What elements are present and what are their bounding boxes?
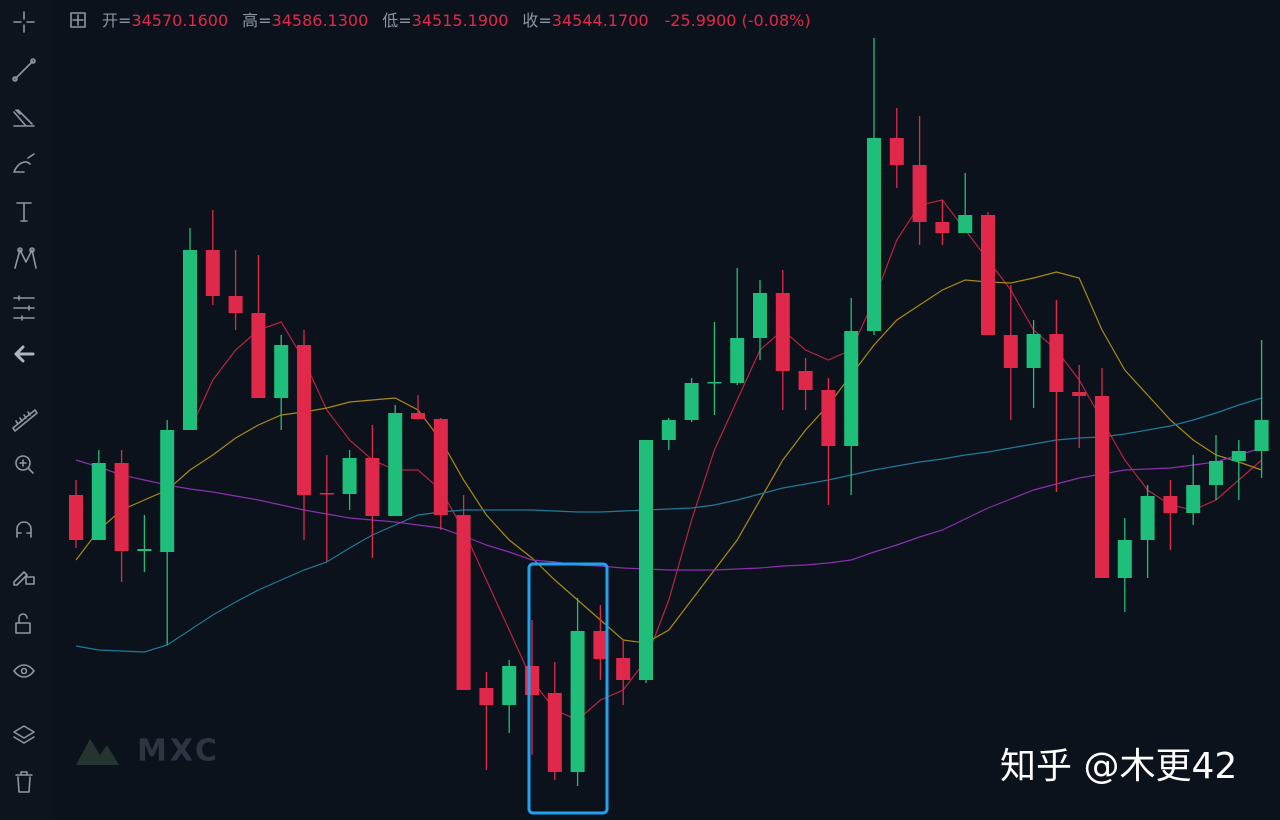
ma-line [75, 397, 1262, 653]
candle-body [297, 345, 311, 495]
change-value: -25.9900 (-0.08%) [665, 11, 811, 30]
candle-body [365, 458, 380, 516]
candle-body [274, 345, 289, 398]
candle-body [1072, 392, 1087, 396]
visibility-tool[interactable] [13, 664, 35, 678]
candle-body [525, 666, 539, 695]
ohlc-label: 开= [102, 11, 131, 30]
hide-toolbar[interactable] [14, 345, 35, 363]
candle-body [1095, 396, 1109, 578]
candle-body [319, 493, 334, 495]
zoom-tool[interactable] [15, 455, 34, 474]
candle-body [775, 293, 790, 371]
candle-body [1163, 496, 1178, 513]
ohlc-label: 高= [242, 11, 271, 30]
candle-body [570, 631, 585, 772]
candle-body [137, 549, 152, 551]
candle-body [935, 222, 950, 233]
candle-body [251, 313, 266, 398]
candle-body [91, 463, 106, 540]
ma-line [189, 199, 1262, 721]
ohlc-header: 开=34570.1600 高=34586.1300 低=34515.1900 收=34… [102, 11, 811, 30]
candle-body [547, 693, 562, 772]
credit-watermark: 知乎 @木更42 [1000, 746, 1237, 787]
magnet-tool[interactable] [16, 521, 32, 538]
pattern-tool[interactable] [14, 247, 37, 269]
candle-body [388, 413, 403, 516]
candle-body [958, 215, 973, 233]
candle-body [183, 250, 197, 430]
candle-body [114, 463, 129, 551]
candle-body [1140, 496, 1155, 540]
candle-body [502, 666, 517, 705]
ohlc-value: 34544.1700 [552, 11, 649, 30]
highlight-box [527, 562, 609, 815]
mxc-logo [76, 739, 119, 765]
candle-body [798, 371, 813, 390]
measure-tool[interactable] [13, 295, 35, 321]
candle-body [684, 383, 699, 420]
candle-body [1049, 334, 1064, 392]
candle-body [730, 338, 745, 383]
candle-body [821, 390, 836, 446]
candle-body [1003, 335, 1018, 368]
ma-lines [75, 199, 1262, 721]
toolbar-icons [12, 11, 38, 793]
candle-body [981, 215, 995, 335]
brand-watermark: MXC [137, 734, 220, 769]
candle-body [1209, 461, 1223, 485]
candle-body [411, 413, 425, 419]
candle-body [661, 420, 676, 440]
candle-body [228, 296, 243, 313]
candle-body [593, 631, 608, 659]
candle-body [1186, 485, 1201, 513]
toolbar [0, 0, 52, 820]
ohlc-value: 34570.1600 [131, 11, 228, 30]
delete-tool[interactable] [15, 771, 33, 793]
candles [69, 38, 1269, 786]
candle-body [433, 419, 448, 515]
ruler-tool[interactable] [12, 409, 38, 432]
ohlc-label: 收= [522, 11, 551, 30]
unlock-tool[interactable] [15, 613, 31, 634]
candle-body [707, 382, 722, 384]
candle-body [342, 458, 357, 494]
crosshair-tool[interactable] [13, 11, 35, 33]
candle-body [456, 515, 471, 690]
candle-body [889, 138, 904, 165]
text-tool[interactable] [16, 202, 32, 222]
candle-body [639, 440, 653, 680]
candle-body [69, 495, 83, 540]
candle-body [616, 658, 631, 680]
candle-body [1254, 420, 1269, 451]
candle-body [1026, 334, 1041, 368]
candle-body [867, 138, 881, 331]
ma-line [75, 271, 1262, 644]
candle-body [479, 688, 494, 705]
ohlc-value: 34515.1900 [412, 11, 509, 30]
candle-body [1231, 451, 1246, 461]
candle-body [160, 430, 175, 552]
line-tool[interactable] [12, 58, 36, 82]
ma-line [75, 447, 1262, 571]
candle-body [205, 250, 220, 296]
ohlc-value: 34586.1300 [272, 11, 369, 30]
fib-tool[interactable] [13, 109, 35, 127]
legend-icon[interactable] [70, 12, 86, 28]
candle-body [1117, 540, 1132, 578]
lock-drawing-tool[interactable] [13, 571, 35, 586]
layers-tool[interactable] [13, 725, 35, 744]
brush-tool[interactable] [13, 153, 35, 173]
candle-body [753, 293, 767, 338]
candle-body [912, 165, 927, 222]
candle-body [844, 331, 859, 446]
ohlc-label: 低= [382, 11, 411, 30]
